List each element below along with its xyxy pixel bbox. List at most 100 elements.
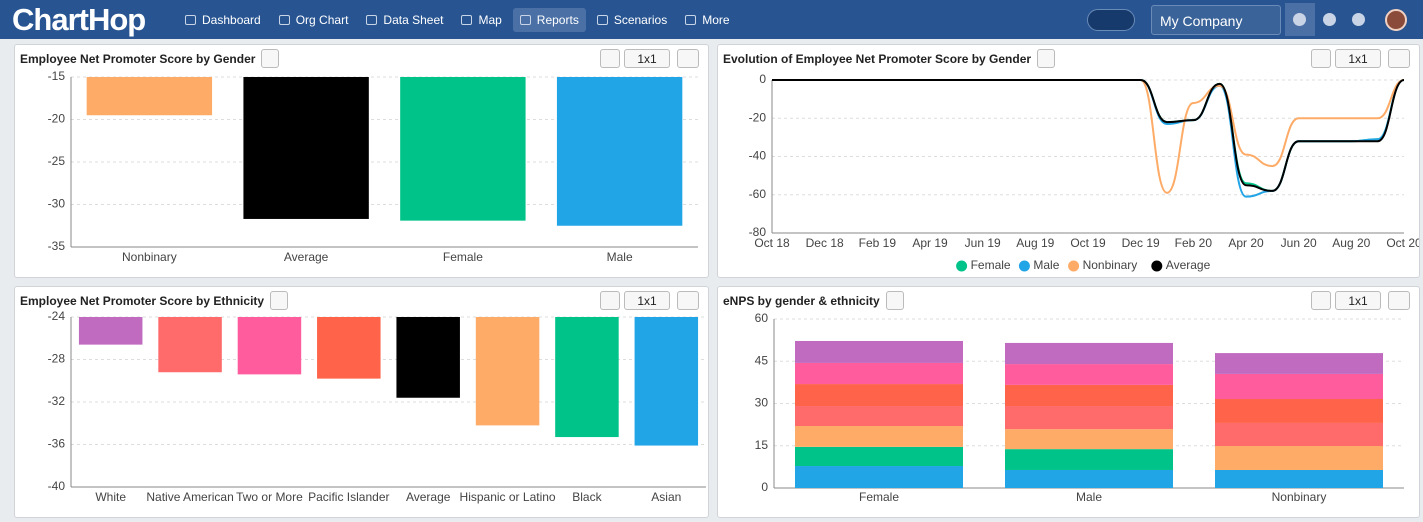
y-tick-label: -80	[749, 225, 767, 239]
filter-button[interactable]	[1311, 291, 1331, 310]
y-tick-label: -35	[48, 239, 66, 253]
x-tick-label: Male	[1076, 490, 1102, 504]
x-tick-label: Feb 19	[859, 236, 897, 250]
chart-title: eNPS by gender & ethnicity	[723, 293, 880, 308]
filter-button[interactable]	[1311, 49, 1331, 68]
edit-button[interactable]	[261, 49, 280, 68]
nav-item[interactable]: Reports	[512, 8, 586, 32]
edit-button[interactable]	[270, 291, 289, 310]
bar	[556, 77, 683, 226]
y-tick-label: 0	[761, 480, 768, 494]
bar	[317, 317, 381, 379]
size-button[interactable]: 1x1	[624, 49, 670, 68]
bar-segment	[795, 466, 963, 488]
x-tick-label: Pacific Islander	[308, 490, 389, 504]
x-tick-label: Dec 18	[806, 236, 844, 250]
legend-label: Nonbinary	[1083, 258, 1138, 272]
bar-segment	[1005, 449, 1173, 470]
nav-item[interactable]: Map	[454, 8, 508, 32]
bar	[396, 317, 460, 398]
avatar[interactable]	[1385, 9, 1407, 31]
x-tick-label: Average	[406, 490, 451, 504]
company-select[interactable]: My Company	[1151, 5, 1281, 35]
chart-title: Evolution of Employee Net Promoter Score…	[723, 51, 1032, 66]
nav-label: Dashboard	[202, 13, 261, 27]
nav-label: Org Chart	[295, 13, 349, 27]
bar-segment	[795, 340, 963, 363]
bar-segment	[1215, 353, 1383, 374]
x-tick-label: Oct 20	[1386, 236, 1419, 250]
y-tick-label: -40	[48, 479, 66, 493]
bar-segment	[1215, 469, 1383, 488]
y-tick-label: 45	[755, 353, 769, 367]
size-button[interactable]: 1x1	[1335, 291, 1381, 310]
nav-item[interactable]: Dashboard	[178, 8, 268, 32]
bar-segment	[1215, 422, 1383, 447]
bar	[475, 317, 540, 426]
nav-label: Data Sheet	[383, 13, 444, 27]
bar-segment	[1005, 384, 1173, 407]
nav-label: Map	[478, 13, 502, 27]
menu-button[interactable]	[677, 49, 699, 68]
edit-button[interactable]	[885, 291, 904, 310]
x-tick-label: Asian	[651, 490, 681, 504]
x-tick-label: Apr 20	[1228, 236, 1264, 250]
x-tick-label: Aug 19	[1016, 236, 1054, 250]
bar	[243, 77, 369, 219]
line	[772, 79, 1405, 192]
y-tick-label: -60	[749, 187, 767, 201]
panel: -24 -28 -32 -36 -40 White Native American Two o…	[14, 286, 709, 518]
filter-button[interactable]	[600, 49, 620, 68]
legend-marker	[1018, 260, 1030, 272]
x-tick-label: Female	[859, 490, 899, 504]
search[interactable]	[1087, 9, 1135, 31]
line	[772, 79, 1405, 194]
settings[interactable]	[1323, 13, 1336, 26]
x-tick-label: Two or More	[236, 490, 303, 504]
bar-segment	[1005, 342, 1173, 365]
x-tick-label: Jun 19	[965, 236, 1001, 250]
panel-header: Evolution of Employee Net Promoter Score…	[718, 45, 1419, 72]
x-tick-label: Female	[443, 250, 483, 264]
chart: -15 -20 -25 -30 -35 Nonbinary Average Female Mal…	[48, 69, 698, 264]
menu-button[interactable]	[1388, 49, 1410, 68]
x-tick-label: Nonbinary	[1272, 490, 1327, 504]
y-tick-label: -30	[48, 197, 66, 211]
y-tick-label: -15	[48, 69, 66, 83]
edit-button[interactable]	[1037, 49, 1056, 68]
menu-button[interactable]	[1388, 291, 1410, 310]
chart: -24 -28 -32 -36 -40 White Native American Two o…	[48, 309, 706, 504]
y-tick-label: -20	[749, 110, 767, 124]
x-tick-label: Average	[284, 250, 329, 264]
line	[772, 79, 1405, 198]
x-tick-label: Native American	[146, 490, 233, 504]
menu-button[interactable]	[677, 291, 699, 310]
bar	[634, 317, 699, 446]
y-tick-label: -20	[48, 112, 66, 126]
nav-item[interactable]: Data Sheet	[359, 8, 450, 32]
bar-segment	[795, 384, 963, 407]
y-tick-label: -25	[48, 154, 66, 168]
size-button[interactable]: 1x1	[1335, 49, 1381, 68]
x-tick-label: White	[95, 490, 126, 504]
bar-segment	[795, 446, 963, 467]
panel: -15 -20 -25 -30 -35 Nonbinary Average Female Mal…	[14, 44, 709, 278]
size-button[interactable]: 1x1	[624, 291, 670, 310]
nav-item[interactable]: Scenarios	[590, 8, 674, 32]
x-tick-label: Aug 20	[1332, 236, 1370, 250]
logo[interactable]: ChartHop	[12, 2, 146, 37]
y-tick-label: 30	[755, 396, 769, 410]
panel: 0 15 30 45 60 Female Male Nonbinary eNPS by gend…	[717, 286, 1420, 518]
nav-item[interactable]: Org Chart	[272, 8, 356, 32]
bar	[237, 317, 302, 375]
y-tick-label: -36	[48, 437, 66, 451]
filter-button[interactable]	[600, 291, 620, 310]
bar	[86, 77, 213, 116]
nav: Dashboard Org Chart Data Sheet Map Repor…	[178, 8, 737, 32]
help[interactable]	[1352, 13, 1365, 26]
top-bar: ChartHop Dashboard Org Chart Data Sheet …	[0, 0, 1423, 39]
bar-segment	[795, 362, 963, 385]
x-tick-label: Male	[607, 250, 633, 264]
nav-item[interactable]: More	[678, 8, 736, 32]
nav-label: More	[702, 13, 730, 27]
